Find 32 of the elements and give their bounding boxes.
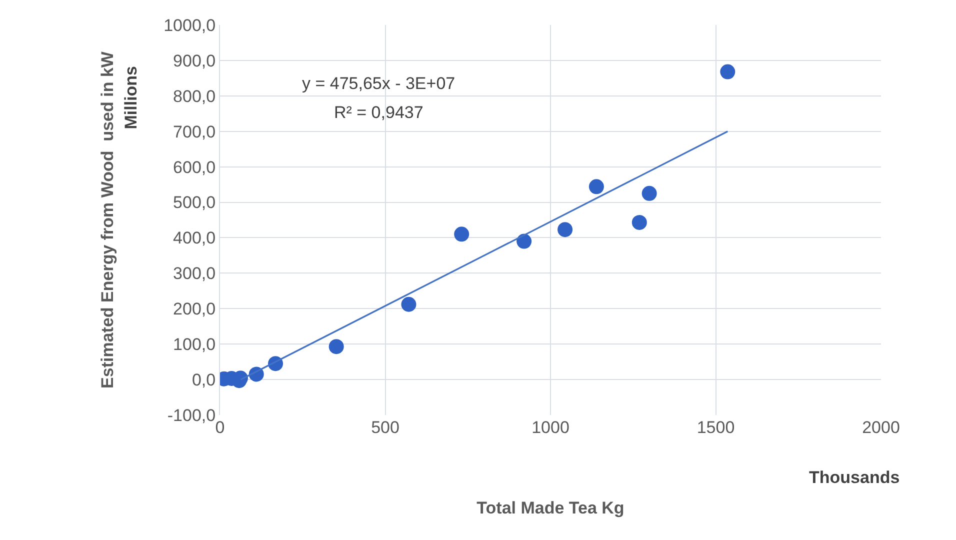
y-tick-label: 200,0 <box>173 300 216 319</box>
y-tick-label: 700,0 <box>173 122 216 142</box>
point <box>642 186 657 201</box>
text: Thousands <box>809 468 900 487</box>
x-tick-label: 1500 <box>696 418 735 437</box>
annotation: y = 475,65x - 3E+07 <box>302 74 456 93</box>
annotation: R² = 0,9437 <box>334 103 424 122</box>
x-tick-label: 0 <box>215 418 225 437</box>
x-tick-label: 500 <box>371 418 400 437</box>
y-tick-label: 400,0 <box>173 228 216 248</box>
point <box>588 179 604 194</box>
point <box>401 296 416 312</box>
point <box>328 339 344 354</box>
x-tick-label: 1000 <box>532 418 570 437</box>
x-axis-title: Total Made Tea Kg <box>476 498 624 518</box>
point <box>720 64 736 80</box>
point <box>558 222 573 238</box>
point <box>632 214 647 230</box>
y-axis-title: Estimated Energy from Wood used in kW <box>98 50 118 388</box>
y-tick-label: 0,0 <box>192 370 216 390</box>
point <box>454 226 470 242</box>
y-tick-label: 800,0 <box>173 86 216 106</box>
text: Millions <box>121 66 140 130</box>
y-tick-label: 500,0 <box>173 193 216 212</box>
y-tick-label: 100,0 <box>173 335 216 354</box>
y-tick-label: 1000,0 <box>164 16 216 35</box>
y-tick-label: -100,0 <box>167 406 216 425</box>
y-tick-label: 900,0 <box>173 51 216 70</box>
x-tick-label: 2000 <box>862 418 900 437</box>
y-tick-label: 300,0 <box>173 264 216 284</box>
point <box>516 234 532 249</box>
y-tick-label: 600,0 <box>173 158 216 177</box>
